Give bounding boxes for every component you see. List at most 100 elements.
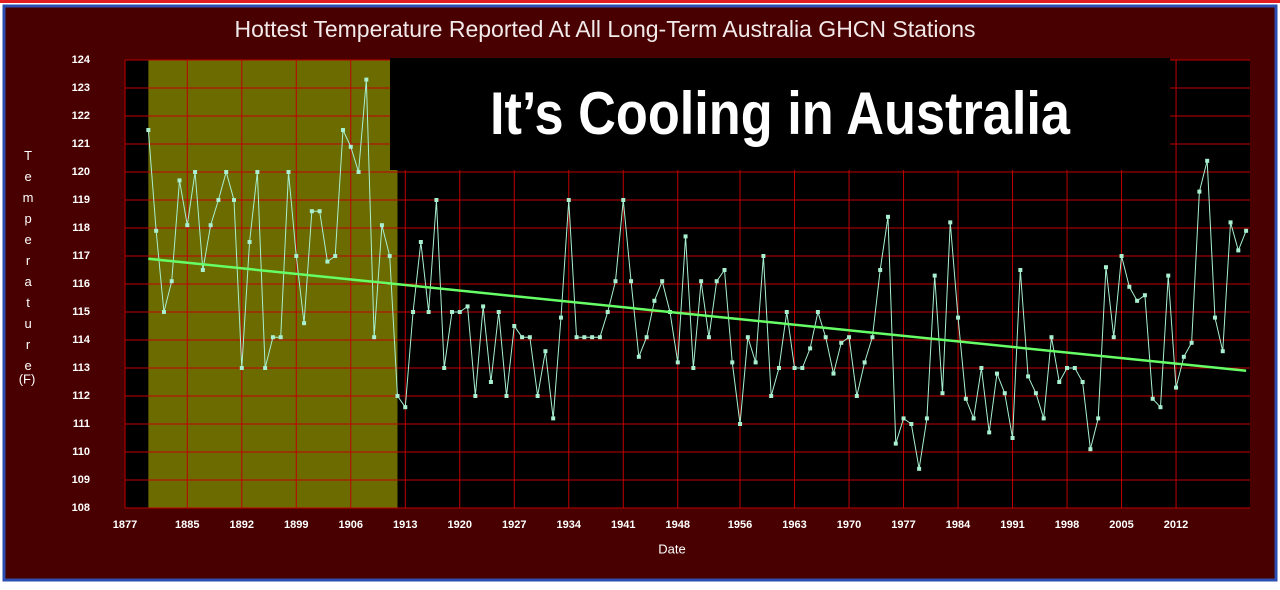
chart-title: Hottest Temperature Reported At All Long… bbox=[234, 16, 975, 42]
data-point bbox=[364, 77, 369, 82]
data-point bbox=[924, 416, 929, 421]
x-tick-label: 2012 bbox=[1164, 519, 1188, 531]
y-tick-label: 109 bbox=[72, 474, 90, 486]
data-point bbox=[1057, 380, 1062, 384]
data-point bbox=[675, 360, 680, 365]
data-point bbox=[263, 366, 268, 370]
data-point bbox=[776, 366, 781, 370]
data-point bbox=[1010, 436, 1015, 440]
x-tick-label: 1892 bbox=[230, 519, 254, 531]
data-point bbox=[169, 279, 174, 284]
data-point bbox=[1189, 340, 1194, 345]
data-point bbox=[449, 310, 454, 314]
data-point bbox=[239, 366, 244, 370]
data-point bbox=[699, 279, 704, 284]
data-point bbox=[1212, 315, 1217, 320]
data-point bbox=[987, 430, 992, 435]
data-point bbox=[1041, 416, 1046, 421]
data-point bbox=[309, 209, 314, 214]
data-point bbox=[286, 170, 291, 174]
trend-line bbox=[148, 257, 1247, 373]
data-point bbox=[512, 324, 517, 328]
data-point bbox=[387, 254, 392, 258]
data-point bbox=[1119, 254, 1124, 258]
y-tick-label: 110 bbox=[72, 446, 90, 458]
data-point bbox=[738, 422, 743, 426]
data-point bbox=[636, 354, 641, 359]
data-point bbox=[411, 310, 416, 314]
data-point bbox=[769, 394, 774, 398]
data-line bbox=[147, 79, 1247, 469]
y-tick-label: 118 bbox=[72, 222, 90, 234]
y-tick-label: 123 bbox=[72, 82, 90, 94]
data-point bbox=[434, 198, 439, 202]
data-point bbox=[1088, 447, 1093, 452]
data-point bbox=[161, 310, 166, 314]
data-point bbox=[379, 223, 384, 228]
data-point bbox=[457, 310, 462, 314]
data-point bbox=[823, 335, 828, 340]
data-point bbox=[504, 394, 509, 398]
data-point bbox=[1197, 189, 1202, 194]
data-point bbox=[909, 422, 914, 426]
data-point bbox=[403, 405, 408, 410]
data-point bbox=[940, 391, 945, 396]
x-tick-label: 2005 bbox=[1109, 519, 1133, 531]
x-tick-label: 1913 bbox=[393, 519, 417, 531]
data-point bbox=[948, 220, 953, 225]
x-tick-label: 1920 bbox=[448, 519, 472, 531]
data-point bbox=[792, 366, 797, 370]
data-point bbox=[753, 360, 758, 365]
y-tick-label: 121 bbox=[72, 138, 90, 150]
data-point bbox=[488, 380, 493, 384]
y-tick-label: 122 bbox=[72, 110, 90, 122]
data-point bbox=[652, 298, 657, 303]
data-point bbox=[1142, 293, 1147, 298]
data-point bbox=[185, 223, 190, 228]
data-point bbox=[917, 466, 922, 471]
data-point bbox=[621, 198, 626, 202]
data-point bbox=[520, 335, 525, 340]
data-point bbox=[1080, 380, 1085, 384]
data-point bbox=[745, 335, 750, 340]
x-tick-label: 1998 bbox=[1055, 519, 1079, 531]
data-point bbox=[543, 349, 548, 354]
data-point bbox=[1065, 366, 1070, 370]
y-tick-label: 124 bbox=[72, 54, 91, 66]
data-point bbox=[208, 223, 213, 228]
y-tick-label: 108 bbox=[72, 502, 90, 514]
data-point bbox=[808, 346, 813, 351]
x-tick-label: 1941 bbox=[611, 519, 635, 531]
data-point bbox=[551, 416, 556, 421]
data-point bbox=[154, 228, 159, 233]
y-tick-label: 111 bbox=[73, 418, 90, 430]
y-axis-label: Temperature bbox=[21, 148, 36, 379]
data-point bbox=[1158, 405, 1163, 410]
y-tick-label: 116 bbox=[72, 278, 90, 290]
data-point bbox=[644, 335, 649, 340]
x-tick-label: 1934 bbox=[557, 519, 582, 531]
data-point bbox=[660, 279, 665, 284]
data-point bbox=[893, 441, 898, 446]
x-tick-label: 1984 bbox=[946, 519, 971, 531]
x-tick-label: 1991 bbox=[1000, 519, 1024, 531]
y-tick-label: 115 bbox=[72, 306, 90, 318]
data-point bbox=[177, 178, 182, 183]
data-point bbox=[146, 128, 151, 132]
data-point bbox=[590, 335, 595, 340]
data-point bbox=[831, 371, 836, 376]
x-tick-label: 1956 bbox=[728, 519, 752, 531]
data-point bbox=[870, 335, 875, 340]
data-point bbox=[426, 310, 431, 314]
data-point bbox=[1026, 374, 1031, 379]
data-point bbox=[294, 254, 299, 258]
data-point bbox=[862, 360, 867, 365]
data-point bbox=[558, 315, 563, 320]
data-point bbox=[1072, 366, 1077, 370]
data-point bbox=[597, 335, 602, 340]
data-point bbox=[395, 394, 400, 398]
data-point bbox=[839, 340, 844, 345]
data-point bbox=[613, 279, 618, 284]
data-point bbox=[582, 335, 587, 340]
data-point bbox=[605, 310, 610, 314]
